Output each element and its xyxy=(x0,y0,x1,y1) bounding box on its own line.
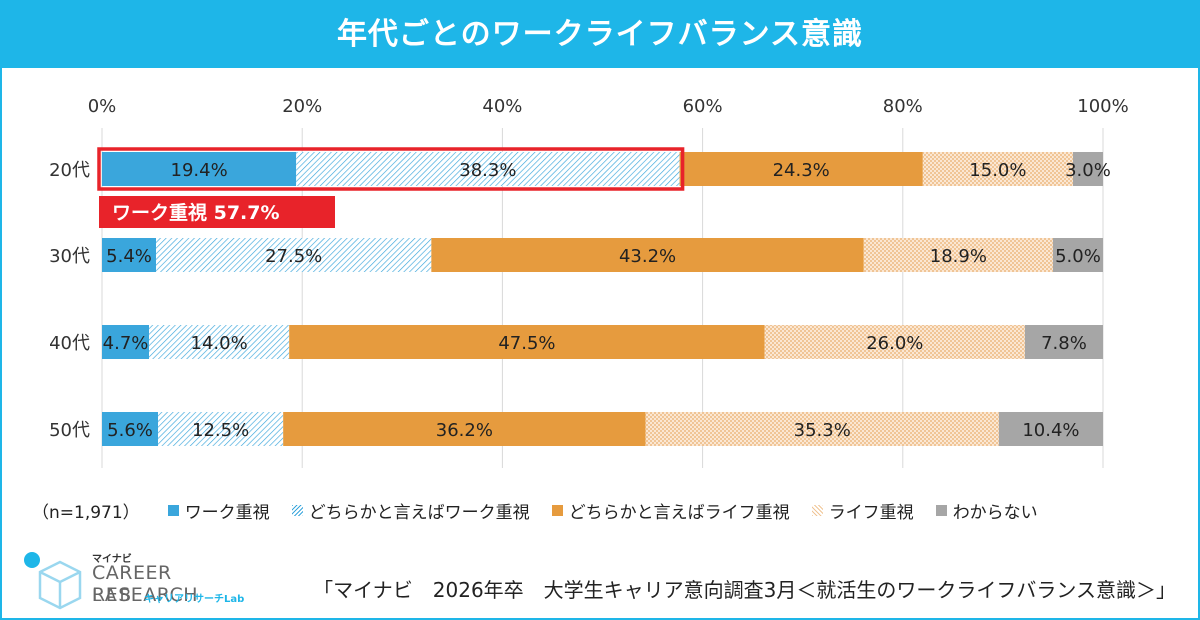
data-label: 26.0% xyxy=(866,333,923,354)
data-label: 5.6% xyxy=(107,420,153,441)
logo-brand-sub: キャリアリサーチLab xyxy=(144,594,245,605)
legend-item-lean-life: どちらかと言えばライフ重視 xyxy=(551,498,790,523)
legend-item-unknown: わからない xyxy=(935,498,1038,523)
bar-segment-lean-work xyxy=(156,238,432,272)
source-note: 「マイナビ 2026年卒 大学生キャリア意向調査3月＜就活生のワークライフバラン… xyxy=(313,578,1176,602)
logo-brand-main: CAREER RESEARCH xyxy=(92,562,199,606)
legend-item-lean-work: どちらかと言えばワーク重視 xyxy=(291,498,530,523)
data-label: 38.3% xyxy=(459,160,516,181)
highlight-tag xyxy=(99,196,335,228)
bar-segment-work xyxy=(102,152,297,186)
sample-size: （n=1,971） xyxy=(32,503,140,523)
bar-segment-lean-work xyxy=(158,412,284,446)
data-label: 15.0% xyxy=(969,160,1026,181)
bar-segment-work xyxy=(102,238,157,272)
legend-swatch xyxy=(291,505,303,516)
legend-swatch xyxy=(167,505,179,516)
data-label: 43.2% xyxy=(619,246,676,267)
data-label: 24.3% xyxy=(773,160,830,181)
bar-segment-work xyxy=(102,412,159,446)
bar-segment-work xyxy=(102,325,150,359)
legend-label: どちらかと言えばワーク重視 xyxy=(308,503,530,523)
cube-logo-icon xyxy=(24,552,82,610)
bar-segment-life xyxy=(922,152,1073,186)
data-label: 7.8% xyxy=(1041,333,1087,354)
legend-label: わからない xyxy=(952,503,1038,523)
data-label: 4.7% xyxy=(103,333,149,354)
legend-label: ライフ重視 xyxy=(828,503,914,523)
legend-swatch xyxy=(551,505,563,516)
legend-swatch xyxy=(811,505,823,516)
bar-segment-life xyxy=(863,238,1053,272)
chart-title: 年代ごとのワークライフバランス意識 xyxy=(2,2,1198,68)
data-label: 12.5% xyxy=(192,420,249,441)
highlight-box xyxy=(97,147,685,191)
category-label: 40代 xyxy=(49,333,90,354)
data-label: 5.4% xyxy=(106,246,152,267)
x-tick-label: 0% xyxy=(88,96,117,117)
career-research-lab-logo: マイナビ CAREER RESEARCH LAB キャリアリサーチLab xyxy=(20,550,260,612)
data-label: 19.4% xyxy=(171,160,228,181)
x-tick-label: 100% xyxy=(1077,96,1128,117)
x-tick-label: 80% xyxy=(883,96,923,117)
bar-segment-unknown xyxy=(1052,238,1103,272)
bar-segment-life xyxy=(764,325,1025,359)
data-label: 14.0% xyxy=(191,333,248,354)
highlight-label: ワーク重視 57.7% xyxy=(112,201,280,224)
data-label: 35.3% xyxy=(794,420,851,441)
bar-segment-unknown xyxy=(1024,325,1103,359)
data-label: 10.4% xyxy=(1022,420,1079,441)
legend-label: ワーク重視 xyxy=(184,503,270,523)
bar-segment-unknown xyxy=(1072,152,1103,186)
bar-segment-life xyxy=(645,412,999,446)
data-label: 18.9% xyxy=(930,246,987,267)
data-label: 3.0% xyxy=(1065,160,1111,181)
data-label: 36.2% xyxy=(436,420,493,441)
bar-segment-lean-life xyxy=(431,238,864,272)
bar-segment-lean-life xyxy=(283,412,646,446)
category-label: 30代 xyxy=(49,246,90,267)
x-tick-label: 40% xyxy=(482,96,522,117)
category-label: 20代 xyxy=(49,160,90,181)
x-tick-label: 60% xyxy=(683,96,723,117)
x-tick-label: 20% xyxy=(282,96,322,117)
bar-segment-lean-work xyxy=(149,325,290,359)
data-label: 5.0% xyxy=(1055,246,1101,267)
logo-brand-lab: LAB xyxy=(92,586,135,606)
legend-item-work: ワーク重視 xyxy=(167,498,270,523)
bar-segment-lean-life xyxy=(289,325,765,359)
legend-label: どちらかと言えばライフ重視 xyxy=(568,503,790,523)
legend: （n=1,971） ワーク重視 どちらかと言えばワーク重視 どちらかと言えばライ… xyxy=(32,498,1060,523)
stacked-bar-chart: 0% 20% 40% 60% 80% 100% 20代 19.4% 38.3% 24.3% 15.0… xyxy=(49,96,1129,468)
legend-item-life: ライフ重視 xyxy=(811,498,914,523)
logo-brand-small: マイナビ xyxy=(92,554,132,565)
legend-swatch xyxy=(935,505,947,516)
bar-segment-unknown xyxy=(998,412,1103,446)
data-label: 47.5% xyxy=(498,333,555,354)
bar-segment-lean-work xyxy=(296,152,680,186)
data-label: 27.5% xyxy=(265,246,322,267)
bar-segment-lean-life xyxy=(679,152,923,186)
category-label: 50代 xyxy=(49,420,90,441)
